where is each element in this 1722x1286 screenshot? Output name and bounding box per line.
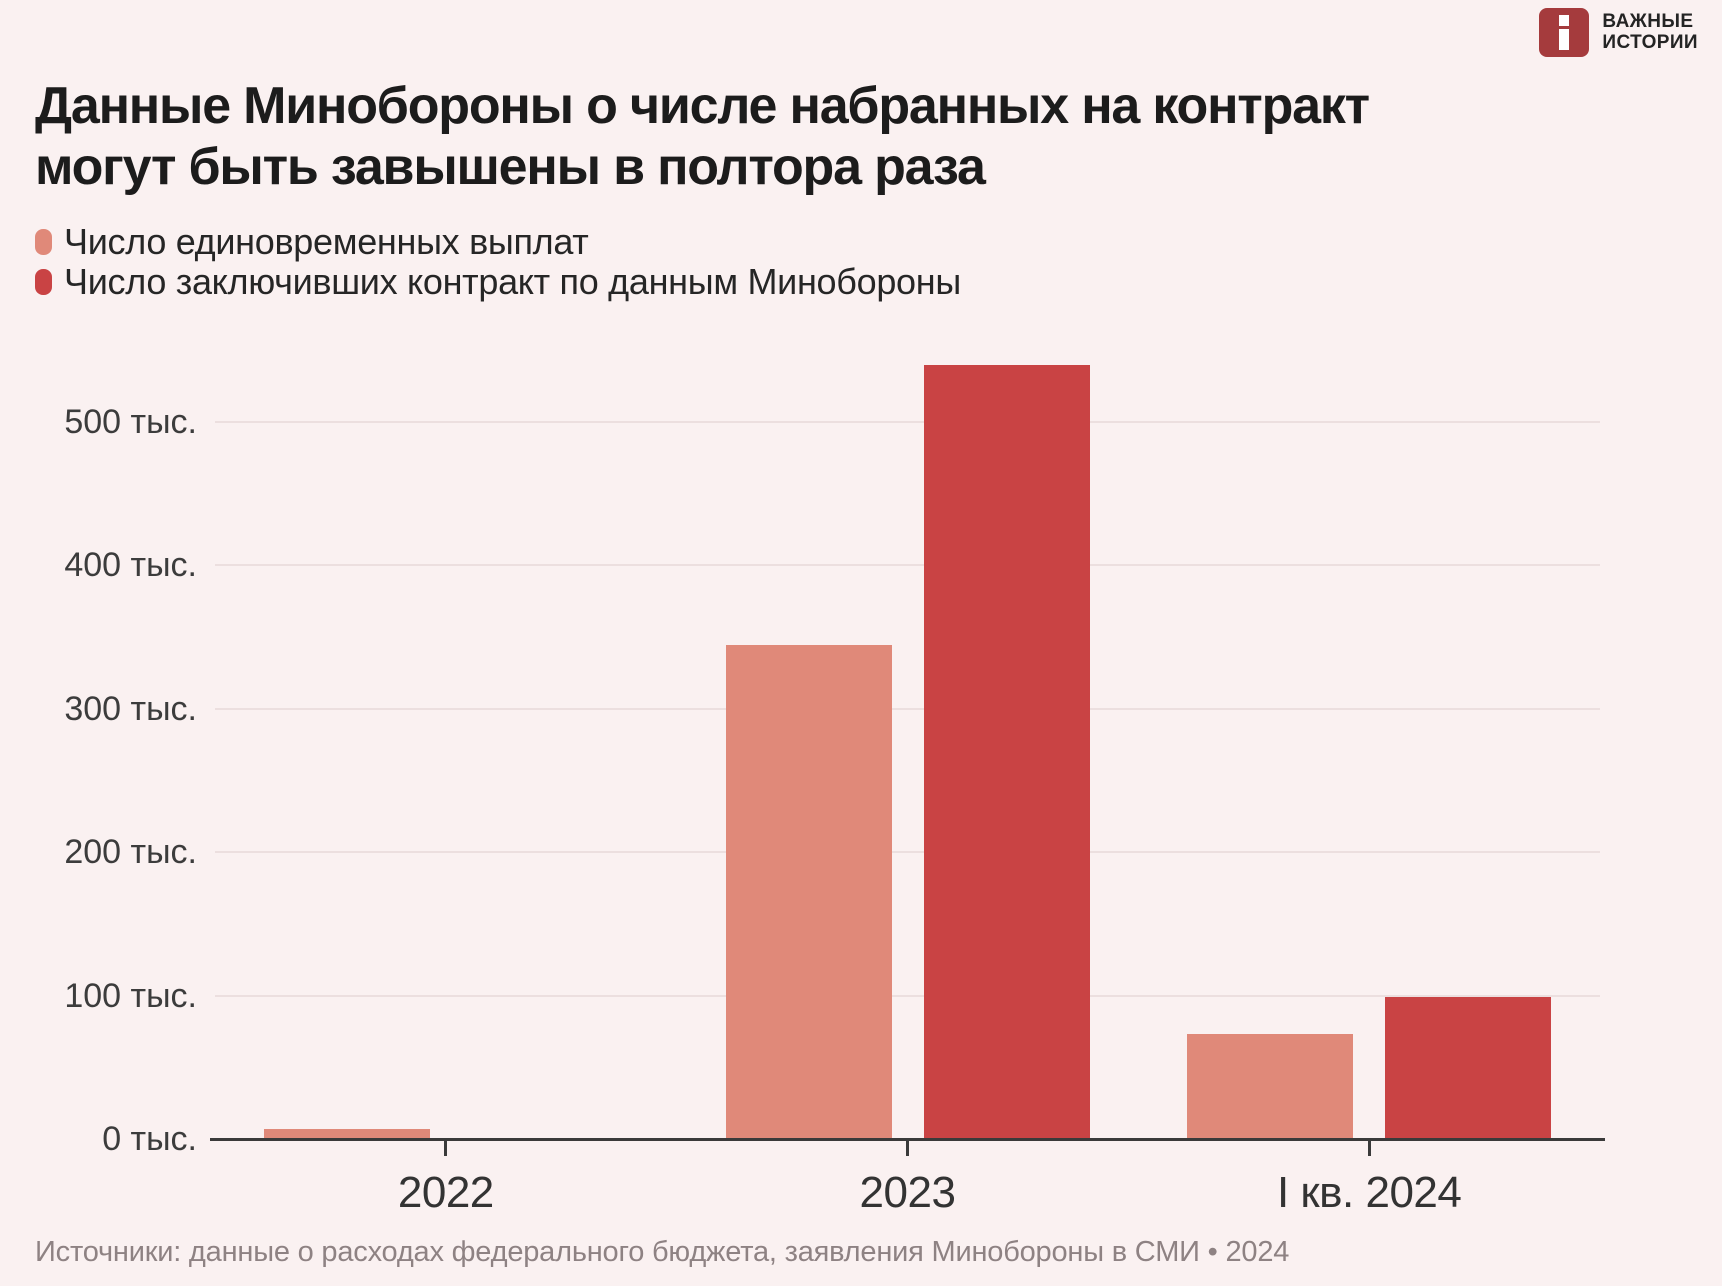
y-axis-label-100: 100 тыс. [64, 976, 197, 1015]
gridline-400 [215, 564, 1600, 566]
istories-logo-icon [1539, 8, 1590, 57]
source-note: Источники: данные о расходах федеральног… [35, 1236, 1290, 1268]
x-axis-label-2023: 2023 [859, 1168, 956, 1217]
legend-swatch-payments [35, 229, 52, 255]
y-axis-label-300: 300 тыс. [64, 689, 197, 728]
legend-label-payments: Число единовременных выплат [64, 221, 589, 262]
legend-swatch-mod-contracts [35, 269, 52, 295]
x-axis-label-I кв. 2024: I кв. 2024 [1276, 1168, 1462, 1217]
logo-word-1: ВАЖНЫЕ [1602, 11, 1694, 32]
y-axis-label-0: 0 тыс. [102, 1120, 197, 1158]
y-axis-label-400: 400 тыс. [64, 546, 197, 584]
y-axis-label-500: 500 тыс. [64, 402, 197, 441]
bar-2023-series-1 [725, 644, 892, 1140]
x-axis-tick-I кв. 2024 [1367, 1140, 1371, 1156]
chart-legend: Число единовременных выплат Число заключ… [35, 221, 961, 302]
logo-i-dot [1559, 15, 1570, 26]
gridline-500 [215, 420, 1600, 423]
istories-logo: ВАЖНЫЕ ИСТОРИИ [1539, 8, 1698, 57]
bar-2022-series-1 [263, 1128, 430, 1140]
legend-label-mod-contracts: Число заключивших контракт по данным Мин… [64, 261, 961, 302]
bar-2023-series-2 [923, 365, 1090, 1140]
gridline-200 [215, 851, 1600, 853]
gridline-300 [215, 707, 1600, 710]
istories-logo-text: ВАЖНЫЕ ИСТОРИИ [1602, 8, 1698, 53]
x-axis-label-2022: 2022 [397, 1168, 494, 1217]
chart-title-line-2: могут быть завышены в полтора раза [35, 138, 986, 196]
logo-word-2: ИСТОРИИ [1602, 32, 1698, 53]
bar-I кв. 2024-series-1 [1187, 1033, 1354, 1140]
legend-item-mod-contracts: Число заключивших контракт по данным Мин… [35, 261, 961, 302]
gridline-100 [215, 994, 1600, 997]
chart-title: Данные Минобороны о числе набранных на к… [35, 76, 1370, 198]
x-axis-tick-2023 [906, 1140, 909, 1156]
chart-title-line-1: Данные Минобороны о числе набранных на к… [35, 77, 1370, 135]
x-axis-tick-2022 [444, 1140, 448, 1156]
bar-I кв. 2024-series-2 [1385, 996, 1552, 1140]
x-axis-line [210, 1138, 1605, 1141]
y-axis-label-200: 200 тыс. [64, 833, 197, 871]
logo-i-stem [1559, 29, 1570, 50]
legend-item-payments: Число единовременных выплат [35, 221, 961, 262]
